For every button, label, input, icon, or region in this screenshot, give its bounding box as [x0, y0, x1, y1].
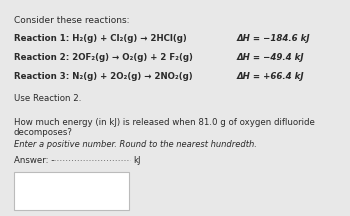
Text: Enter a positive number. Round to the nearest hundredth.: Enter a positive number. Round to the ne…: [14, 140, 257, 149]
Text: Answer: -: Answer: -: [14, 156, 54, 165]
Text: Consider these reactions:: Consider these reactions:: [14, 16, 130, 25]
Text: kJ: kJ: [133, 156, 140, 165]
Text: Reaction 2: 2OF₂(g) → O₂(g) + 2 F₂(g): Reaction 2: 2OF₂(g) → O₂(g) + 2 F₂(g): [14, 53, 193, 62]
Text: Reaction 3: N₂(g) + 2O₂(g) → 2NO₂(g): Reaction 3: N₂(g) + 2O₂(g) → 2NO₂(g): [14, 72, 192, 81]
Text: Reaction 1: H₂(g) + Cl₂(g) → 2HCl(g): Reaction 1: H₂(g) + Cl₂(g) → 2HCl(g): [14, 34, 187, 43]
Text: ΔH = −49.4 kJ: ΔH = −49.4 kJ: [237, 53, 304, 62]
FancyBboxPatch shape: [14, 172, 129, 210]
Text: ΔH = +66.4 kJ: ΔH = +66.4 kJ: [237, 72, 304, 81]
Text: How much energy (in kJ) is released when 81.0 g of oxygen difluoride decomposes?: How much energy (in kJ) is released when…: [14, 118, 315, 137]
Text: ΔH = −184.6 kJ: ΔH = −184.6 kJ: [237, 34, 311, 43]
Text: Use Reaction 2.: Use Reaction 2.: [14, 94, 81, 103]
